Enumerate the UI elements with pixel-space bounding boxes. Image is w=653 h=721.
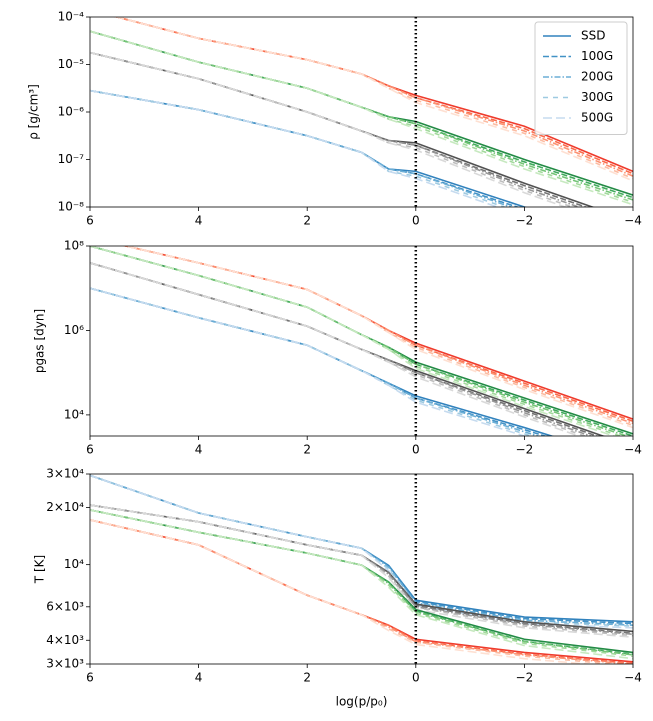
series-line [90,246,633,435]
x-tick-label: −4 [624,214,642,228]
series-line [90,519,597,664]
series-line [90,474,633,625]
series-line [90,509,633,660]
series-line [90,509,633,657]
series-line [90,89,514,207]
series-line [90,287,528,436]
series-line [90,51,568,207]
series-line [90,504,633,633]
series-line [90,30,633,206]
legend-box [534,21,628,135]
panel: 6 4 2 0 −2 −4 3×10³ 4×10³ 6×10³ 10⁴ 2×10⁴ 3×10⁴ T [K… [33,467,642,709]
y-tick-label: 10⁴ [64,407,84,421]
series-line [90,509,633,655]
x-tick-label: 2 [303,443,311,457]
plot-area [90,474,633,664]
axes-frame [89,245,634,437]
legend-label: 300G [581,90,613,104]
x-tick-label: −2 [516,214,534,228]
y-tick-label: 10⁻⁸ [58,200,85,214]
series-line [90,287,548,436]
panel: 6 4 2 0 −2 −4 10⁻⁸ 10⁻⁷ 10⁻⁶ 10⁻⁵ 10⁻⁴ ρ [g/cm³] SSD… [27,10,642,228]
y-tick-label: 10⁻⁴ [58,10,85,24]
y-tick-label: 3×10³ [46,657,84,671]
series-line [90,504,633,639]
series-line [113,17,633,182]
x-tick-label: 0 [412,443,420,457]
y-tick-label: 3×10⁴ [46,467,84,481]
series-line [90,262,606,436]
series-line [90,262,588,436]
y-tick-label: 10⁶ [64,323,84,337]
y-tick-label: 10⁸ [64,239,84,253]
x-tick-label: −2 [516,443,534,457]
y-tick-label: 6×10³ [46,599,84,613]
y-tick-label: 10⁻⁶ [58,105,85,119]
y-tick-label: 2×10⁴ [46,500,84,514]
series-line [90,509,633,656]
y-tick-label: 10⁻⁵ [58,57,85,71]
x-tick-label: 0 [412,671,420,685]
y-axis-label: T [K] [33,555,47,584]
x-tick-label: −4 [624,443,642,457]
x-tick-label: 6 [86,443,94,457]
legend-label: 200G [581,70,613,84]
x-tick-label: 6 [86,671,94,685]
series-line [122,246,633,422]
series-line [90,474,633,627]
x-axis-label: log(p/p₀) [336,695,388,709]
y-axis-label: ρ [g/cm³] [27,84,41,140]
series-line [122,246,633,427]
x-tick-label: 6 [86,214,94,228]
x-tick-label: 2 [303,671,311,685]
series-line [90,262,582,436]
panel: 6 4 2 0 −2 −4 10⁴ 10⁶ 10⁸ pgas [dyn] [33,239,642,457]
series-line [90,509,633,654]
x-tick-label: −2 [516,671,534,685]
x-tick-label: −4 [624,671,642,685]
x-tick-label: 2 [303,214,311,228]
x-tick-label: 4 [195,443,203,457]
x-tick-label: 4 [195,671,203,685]
plot-area [90,17,633,207]
legend-label: 500G [581,111,613,125]
legend-label: SSD [581,29,605,43]
y-tick-label: 4×10³ [46,633,84,647]
legend: SSD 100G 200G 300G 500G [534,21,628,135]
y-tick-label: 10⁴ [64,557,84,571]
series-line [90,474,633,627]
series-line [90,504,633,637]
series-line [90,519,633,663]
series-line [90,287,555,436]
series-line [90,262,594,436]
axes-frame [89,473,634,665]
series-line [90,246,617,436]
series-line [90,262,600,436]
plot-area [90,246,633,436]
x-tick-label: 4 [195,214,203,228]
y-axis-label: pgas [dyn] [33,309,47,373]
series-line [122,246,633,425]
series-line [90,246,630,436]
y-tick-label: 10⁻⁷ [58,152,85,166]
series-line [122,246,633,429]
series-line [90,474,633,629]
legend-label: 100G [581,49,613,63]
x-tick-label: 0 [412,214,420,228]
